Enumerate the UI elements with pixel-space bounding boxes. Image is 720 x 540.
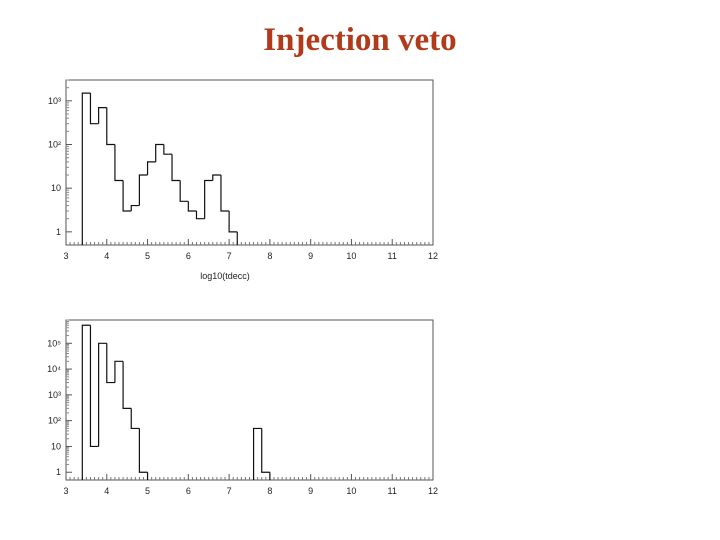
y-tick-label: 10 xyxy=(51,441,61,451)
x-tick-label: 5 xyxy=(145,486,150,496)
x-tick-label: 10 xyxy=(346,251,356,261)
histogram-bin xyxy=(138,428,148,473)
histogram-bin xyxy=(122,180,132,212)
slide-title: Injection veto xyxy=(263,22,457,58)
histogram-bin xyxy=(89,325,99,448)
x-tick-label: 12 xyxy=(428,251,438,261)
histogram-bin xyxy=(163,144,173,155)
x-tick-label: 10 xyxy=(346,486,356,496)
x-tick-label: 8 xyxy=(267,486,272,496)
x-tick-label: 9 xyxy=(308,486,313,496)
plot-frame xyxy=(65,319,434,481)
histogram-bin xyxy=(252,427,262,480)
x-tick-label: 5 xyxy=(145,251,150,261)
x-tick-label: 11 xyxy=(388,251,397,261)
histogram-bin xyxy=(187,201,197,212)
histogram-bin xyxy=(130,204,140,212)
histogram-bin xyxy=(195,211,205,220)
histogram-bin xyxy=(179,180,189,202)
y-tick-label: 10⁵ xyxy=(47,338,61,348)
histogram-bin xyxy=(261,428,270,473)
x-tick-label: 8 xyxy=(267,251,272,261)
y-tick-label: 10 xyxy=(51,183,61,193)
y-tick-label: 10³ xyxy=(48,390,61,400)
histogram-bin xyxy=(106,107,115,146)
x-tick-label: 6 xyxy=(186,486,191,496)
x-tick-label: 12 xyxy=(428,486,438,496)
x-tick-label: 3 xyxy=(63,251,68,261)
x-tick-label: 7 xyxy=(227,486,232,496)
histogram-bin xyxy=(122,361,132,409)
x-tick-label: 9 xyxy=(308,251,313,261)
histogram-bin xyxy=(146,161,156,176)
plot-top: 3 4 5 6 7 8 9 10 11 12 1 10 10² 10³ log10(tdecc) xyxy=(48,79,438,281)
histogram-bin xyxy=(98,342,107,447)
x-tick-label: 6 xyxy=(186,251,191,261)
histogram-bin xyxy=(220,175,230,212)
x-tick-label: 7 xyxy=(227,251,232,261)
histogram-bin xyxy=(171,154,181,182)
histogram-bin xyxy=(212,174,221,181)
plot-frame xyxy=(65,79,434,246)
histogram-bin xyxy=(98,107,107,124)
plot-bottom: 3 4 5 6 7 8 9 10 11 12 1 10 10² 10³ 10⁴ 10⁵ xyxy=(47,319,438,496)
y-tick-label: 1 xyxy=(56,227,61,237)
x-tick-label: 4 xyxy=(104,486,109,496)
x-tick-label: 3 xyxy=(63,486,68,496)
histogram-bin xyxy=(204,179,213,219)
histogram-bin xyxy=(114,144,124,182)
y-tick-label: 1 xyxy=(56,467,61,477)
histogram-bin xyxy=(89,93,99,125)
y-tick-label: 10² xyxy=(48,140,61,150)
y-tick-label: 10³ xyxy=(48,96,61,106)
histogram-bin xyxy=(138,174,148,206)
histogram-bin xyxy=(81,324,91,480)
x-axis-label: log10(tdecc) xyxy=(200,271,250,281)
x-tick-label: 11 xyxy=(388,486,397,496)
histogram-bin xyxy=(130,408,140,430)
y-tick-label: 10⁴ xyxy=(47,364,61,374)
y-tick-label: 10² xyxy=(48,416,61,426)
histogram-bin xyxy=(228,211,238,233)
histogram-bin xyxy=(81,92,91,245)
x-tick-label: 4 xyxy=(104,251,109,261)
histogram-bin xyxy=(106,343,115,384)
histogram-bin xyxy=(114,360,124,383)
histogram-bin xyxy=(155,143,164,162)
